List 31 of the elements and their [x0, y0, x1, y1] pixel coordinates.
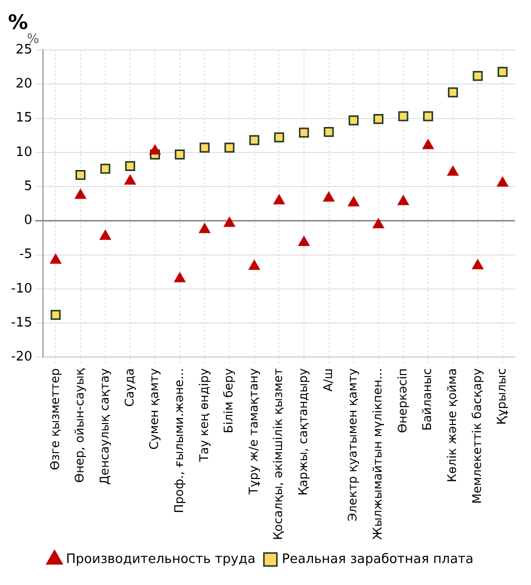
x-tick-label: Тау кең өндіру: [196, 368, 211, 463]
legend-label: Реальная заработная плата: [282, 552, 474, 567]
y-tick-label: -5: [19, 247, 32, 262]
x-tick-label: Білім беру: [222, 368, 236, 434]
x-tick-label: А/ш: [320, 368, 335, 392]
x-tick-label: Өнер, ойын-сауық: [72, 368, 87, 483]
y-tick-label: 0: [24, 213, 32, 228]
x-tick-label: Көлік және қойма: [445, 368, 460, 482]
x-tick-label: Денсаулық сақтау: [97, 368, 112, 485]
x-tick-label: Құрылыс: [494, 368, 509, 425]
x-tick-label: Тұру ж/е тамақтану: [246, 368, 260, 496]
x-tick-label: Өзге қызметтер: [48, 368, 62, 470]
x-tick-label: Электр қуатымен қамту: [346, 368, 360, 522]
x-tick-label: Сауда: [122, 368, 136, 407]
x-tick-label: Мемлекеттік басқару: [470, 368, 484, 504]
chart-title: %: [8, 10, 28, 34]
x-tick-label: Байланыс: [420, 368, 434, 431]
y-tick-label: 15: [16, 110, 32, 126]
legend-label: Производительность труда: [66, 552, 256, 567]
y-tick-label: -20: [11, 350, 32, 365]
y-tick-label: 20: [16, 76, 32, 92]
x-tick-label: Қаржы, сақтандыру: [296, 368, 310, 496]
y-tick-label: 10: [16, 144, 32, 160]
x-tick-label: Қосалқы, әкімшілік қызмет: [271, 368, 286, 540]
x-tick-label: Сумен қамту: [147, 368, 162, 450]
y-tick-label: -10: [11, 281, 32, 296]
x-tick-label: Өнеркәсіп: [395, 368, 410, 433]
x-tick-label: Проф., ғылыми.және...: [172, 368, 186, 514]
y-tick-label: 5: [24, 178, 32, 194]
y-tick-label: -15: [11, 315, 32, 330]
x-tick-label: Жылжымайтын мүлікпен...: [370, 368, 385, 540]
